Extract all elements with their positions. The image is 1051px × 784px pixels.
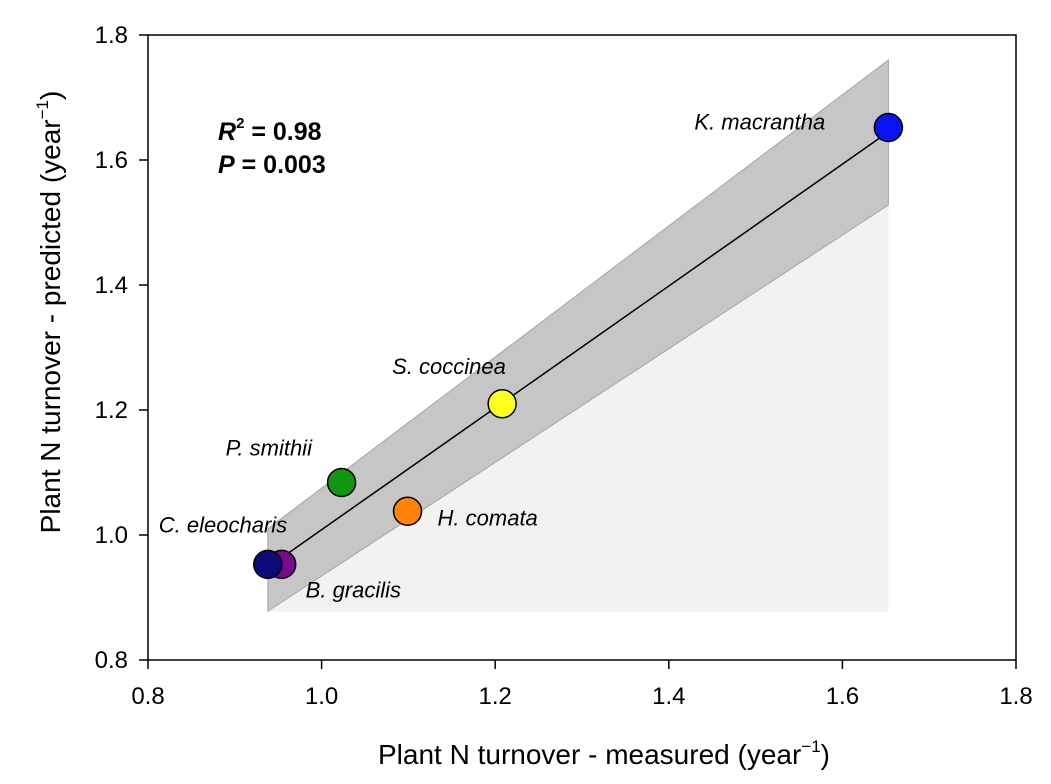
x-tick-label: 1.0 (305, 683, 338, 710)
y-tick-label: 0.8 (95, 647, 128, 674)
point-label: S. coccinea (392, 354, 506, 379)
data-point (253, 549, 283, 580)
regression-line (267, 131, 889, 569)
plot-frame (147, 34, 1017, 661)
r-squared-stat: R2 = 0.98 (218, 115, 322, 146)
x-tick-label: 0.8 (131, 683, 164, 710)
x-tick-label: 1.8 (999, 683, 1032, 710)
y-tick-label: 1.6 (95, 147, 128, 174)
axis-ticks-group: 0.8 1.0 1.2 1.4 1.6 1.8 0.8 1.0 1.2 1.4 1.6 1.8 (95, 22, 1033, 710)
y-tick-label: 1.0 (95, 522, 128, 549)
x-tick-label: 1.4 (652, 683, 685, 710)
y-tick-label: 1.4 (95, 272, 128, 299)
data-point (392, 496, 423, 526)
confidence-band-group (267, 58, 889, 613)
point-labels-group: K. macrantha S. coccinea P. smithii H. coma… (159, 110, 825, 603)
point-label: H. comata (438, 505, 538, 530)
data-point (326, 467, 357, 498)
point-label: B. gracilis (306, 577, 401, 602)
confidence-band (267, 58, 889, 613)
y-tick-label: 1.8 (95, 22, 128, 49)
y-axis-title: Plant N turnover - predicted (year−1) (33, 91, 66, 534)
regression-line-group (267, 131, 889, 569)
p-value-stat: P = 0.003 (218, 151, 326, 179)
y-tick-label: 1.2 (95, 397, 128, 424)
data-point (873, 112, 904, 143)
x-tick-label: 1.2 (479, 683, 512, 710)
point-label: P. smithii (226, 436, 314, 461)
x-axis-title: Plant N turnover - measured (year−1) (378, 737, 830, 770)
point-label: C. eleocharis (159, 512, 287, 537)
data-points-group (253, 112, 904, 580)
point-label: K. macrantha (694, 110, 825, 135)
x-tick-label: 1.6 (826, 683, 859, 710)
data-point (487, 389, 517, 419)
